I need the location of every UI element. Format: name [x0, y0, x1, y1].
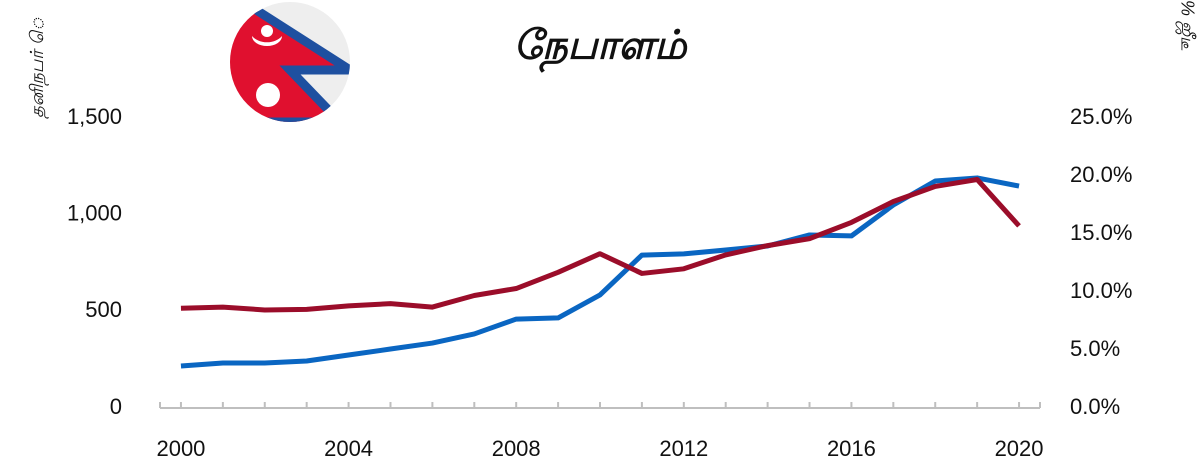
- y2-tick-label: 25.0%: [1070, 104, 1132, 129]
- chart-title: நேபாளம்: [513, 24, 688, 74]
- x-tick-label: 2000: [156, 436, 205, 461]
- y-axis-title: தனிநபர் ெ: [27, 17, 50, 119]
- y2-axis-title: % ஜீடீ: [1174, 0, 1197, 51]
- x-tick-label: 2008: [492, 436, 541, 461]
- y-tick-label: 500: [85, 297, 122, 322]
- x-tick-label: 2016: [827, 436, 876, 461]
- y2-tick-label: 15.0%: [1070, 220, 1132, 245]
- y-tick-label: 1,500: [67, 104, 122, 129]
- y2-tick-label: 5.0%: [1070, 336, 1120, 361]
- flag: [230, 2, 350, 122]
- y-tick-label: 0: [110, 394, 122, 419]
- line-series: [180, 175, 1020, 369]
- x-tick-label: 2012: [659, 436, 708, 461]
- line-series: [180, 176, 1021, 313]
- x-tick-label: 2020: [995, 436, 1044, 461]
- y2-tick-label: 10.0%: [1070, 278, 1132, 303]
- y-tick-label: 1,000: [67, 200, 122, 225]
- y2-tick-label: 0.0%: [1070, 394, 1120, 419]
- x-tick-label: 2004: [324, 436, 373, 461]
- y2-tick-label: 20.0%: [1070, 162, 1132, 187]
